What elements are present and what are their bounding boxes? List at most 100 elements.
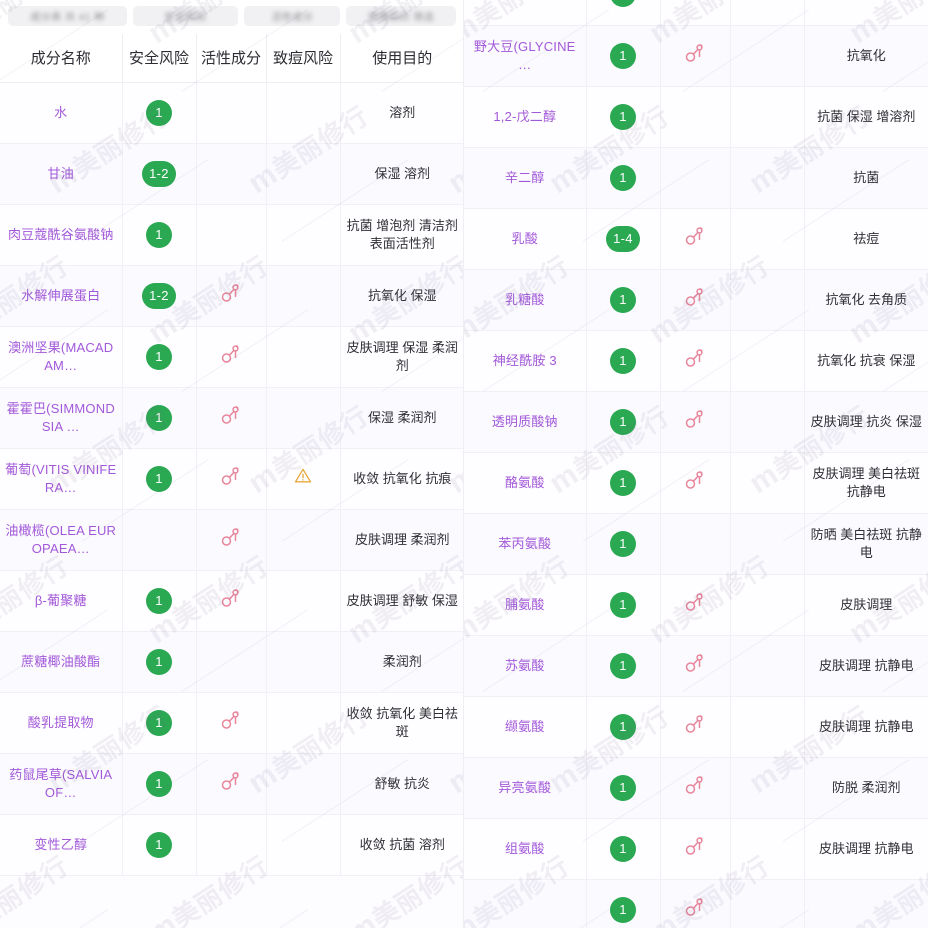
safety-risk-badge: 1 — [146, 465, 172, 492]
table-row[interactable]: 霍霍巴(SIMMONDSIA … 1 保湿 柔润剂 — [0, 387, 463, 449]
cell-active-ingredient — [196, 204, 267, 266]
cell-purpose: 螯合剂 — [804, 0, 928, 26]
filter-chip-label: 成分表 共 41 种 — [30, 12, 105, 24]
cell-ingredient-name[interactable]: 异亮氨酸 — [464, 757, 587, 819]
table-row[interactable]: 神经酰胺 3 1 抗氧化 抗衰 保湿 — [464, 330, 928, 392]
molecule-icon — [219, 708, 243, 732]
safety-risk-badge: 1 — [146, 404, 172, 431]
table-row[interactable]: 肉豆蔻酰谷氨酸钠 1 抗菌 增泡剂 清洁剂 表面活性剂 — [0, 204, 463, 266]
cell-ingredient-name[interactable]: 缬氨酸 — [464, 696, 587, 758]
table-row[interactable]: 1,2-戊二醇 1 抗菌 保湿 增溶剂 — [464, 86, 928, 148]
filter-chip[interactable]: 活性成分 — [244, 6, 341, 26]
watermark-stroke — [381, 909, 463, 928]
cell-ingredient-name[interactable]: 酪氨酸 — [464, 452, 587, 514]
cell-ingredient-name[interactable]: 水解伸展蛋白 — [0, 265, 123, 327]
filter-chip[interactable]: 安全风险 — [132, 6, 239, 26]
cell-active-ingredient — [196, 509, 267, 571]
cell-purpose: 抗菌 — [804, 147, 928, 209]
table-row[interactable]: 油橄榄(OLEA EUROPAEA… 皮肤调理 柔润剂 — [0, 509, 463, 571]
cell-ingredient-name[interactable]: 油橄榄(OLEA EUROPAEA… — [0, 509, 123, 571]
ingredient-name: 霍霍巴(SIMMONDSIA … — [6, 400, 115, 434]
cell-ingredient-name[interactable]: 药鼠尾草(SALVIA OF… — [0, 753, 123, 815]
cell-ingredient-name[interactable]: 水 — [0, 82, 123, 144]
ingredient-name: β-葡聚糖 — [34, 592, 87, 608]
cell-ingredient-name[interactable]: 辛二醇 — [464, 147, 587, 209]
safety-risk-badge: 1 — [610, 286, 636, 313]
safety-risk-badge: 1 — [146, 343, 172, 370]
cell-acne-risk — [730, 391, 805, 453]
cell-ingredient-name[interactable]: 1,2-戊二醇 — [464, 86, 587, 148]
table-row[interactable]: 乳酸 1-4 祛痘 — [464, 208, 928, 270]
safety-risk-badge: 1 — [610, 164, 636, 191]
cell-ingredient-name[interactable]: 脯氨酸 — [464, 574, 587, 636]
ingredient-name: 酸乳提取物 — [27, 714, 94, 730]
filter-chip[interactable]: 成分表 共 41 种 — [8, 6, 127, 26]
cell-acne-risk — [730, 635, 805, 697]
table-row[interactable]: 药鼠尾草(SALVIA OF… 1 舒敏 抗炎 — [0, 753, 463, 815]
table-row[interactable]: 野大豆(GLYCINE … 1 抗氧化 — [464, 25, 928, 87]
cell-ingredient-name[interactable]: 乳糖酸 — [464, 269, 587, 331]
cell-ingredient-name[interactable]: 透明质酸钠 — [464, 391, 587, 453]
table-body-left: 水 1 溶剂 甘油 1-2 保湿 溶剂 肉豆蔻酰谷氨酸钠 1 抗菌 增泡剂 清洁剂 表面活性剂水… — [0, 82, 463, 876]
table-row[interactable]: 组氨酸 1 皮肤调理 抗静电 — [464, 818, 928, 880]
cell-ingredient-name[interactable]: 野大豆(GLYCINE … — [464, 25, 587, 87]
table-row[interactable]: 1 — [464, 879, 928, 928]
table-row[interactable]: 澳洲坚果(MACADAM… 1 皮肤调理 保湿 柔润剂 — [0, 326, 463, 388]
table-row[interactable]: 苏氨酸 1 皮肤调理 抗静电 — [464, 635, 928, 697]
cell-ingredient-name[interactable]: 葡萄(VITIS VINIFERA… — [0, 448, 123, 510]
cell-acne-risk — [730, 696, 805, 758]
cell-ingredient-name[interactable]: 肉豆蔻酰谷氨酸钠 — [0, 204, 123, 266]
table-row[interactable]: 水 1 溶剂 — [0, 82, 463, 144]
purpose-text: 舒敏 抗炎 — [374, 775, 431, 791]
table-row[interactable]: 苯丙氨酸 1 防晒 美白祛斑 抗静电 — [464, 513, 928, 575]
cell-ingredient-name[interactable]: 澳洲坚果(MACADAM… — [0, 326, 123, 388]
table-row[interactable]: 脯氨酸 1 皮肤调理 — [464, 574, 928, 636]
cell-ingredient-name[interactable]: 酸乳提取物 — [0, 692, 123, 754]
cell-purpose: 抗氧化 去角质 — [804, 269, 928, 331]
cell-ingredient-name[interactable]: 乳酸 — [464, 208, 587, 270]
cell-ingredient-name[interactable]: 蔗糖椰油酸酯 — [0, 631, 123, 693]
cell-ingredient-name[interactable]: 甘油 — [0, 143, 123, 205]
molecule-icon — [683, 41, 707, 65]
table-row[interactable]: 异亮氨酸 1 防脱 柔润剂 — [464, 757, 928, 819]
table-row[interactable]: EDTA 二钠 1 螯合剂 — [464, 0, 928, 26]
column-header-purpose[interactable]: 使用目的 — [340, 34, 463, 83]
safety-risk-badge: 1 — [610, 835, 636, 862]
ingredient-name: 油橄榄(OLEA EUROPAEA… — [5, 522, 117, 556]
column-header-name[interactable]: 成分名称 — [0, 34, 123, 83]
column-header-safety[interactable]: 安全风险 — [122, 34, 197, 83]
safety-risk-badge: 1 — [610, 469, 636, 496]
cell-ingredient-name[interactable]: 神经酰胺 3 — [464, 330, 587, 392]
table-row[interactable]: 透明质酸钠 1 皮肤调理 抗炎 保湿 — [464, 391, 928, 453]
cell-active-ingredient — [660, 208, 731, 270]
cell-ingredient-name[interactable]: 苏氨酸 — [464, 635, 587, 697]
table-row[interactable]: 水解伸展蛋白 1-2 抗氧化 保湿 — [0, 265, 463, 327]
table-row[interactable]: 乳糖酸 1 抗氧化 去角质 — [464, 269, 928, 331]
cell-ingredient-name[interactable]: EDTA 二钠 — [464, 0, 587, 26]
cell-active-ingredient — [660, 879, 731, 928]
cell-purpose: 皮肤调理 抗静电 — [804, 696, 928, 758]
ingredient-name: 辛二醇 — [504, 169, 545, 185]
table-row[interactable]: 蔗糖椰油酸酯 1 柔润剂 — [0, 631, 463, 693]
cell-active-ingredient — [196, 631, 267, 693]
cell-purpose: 皮肤调理 美白祛斑 抗静电 — [804, 452, 928, 514]
table-row[interactable]: 缬氨酸 1 皮肤调理 抗静电 — [464, 696, 928, 758]
cell-acne-risk — [730, 86, 805, 148]
filter-chip[interactable]: 使用目的 筛选 — [346, 6, 456, 26]
table-row[interactable]: 甘油 1-2 保湿 溶剂 — [0, 143, 463, 205]
column-header-active[interactable]: 活性成分 — [196, 34, 267, 83]
table-row[interactable]: 葡萄(VITIS VINIFERA… 1 收敛 抗氧化 抗痕 — [0, 448, 463, 510]
cell-acne-risk — [730, 0, 805, 26]
table-row[interactable]: 辛二醇 1 抗菌 — [464, 147, 928, 209]
cell-ingredient-name[interactable]: 组氨酸 — [464, 818, 587, 880]
cell-ingredient-name[interactable]: 变性乙醇 — [0, 814, 123, 876]
cell-ingredient-name[interactable]: 霍霍巴(SIMMONDSIA … — [0, 387, 123, 449]
table-row[interactable]: 酪氨酸 1 皮肤调理 美白祛斑 抗静电 — [464, 452, 928, 514]
table-row[interactable]: 酸乳提取物 1 收敛 抗氧化 美白祛斑 — [0, 692, 463, 754]
column-header-acne[interactable]: 致痘风险 — [266, 34, 341, 83]
cell-ingredient-name[interactable] — [464, 879, 587, 928]
cell-ingredient-name[interactable]: β-葡聚糖 — [0, 570, 123, 632]
table-row[interactable]: β-葡聚糖 1 皮肤调理 舒敏 保湿 — [0, 570, 463, 632]
cell-ingredient-name[interactable]: 苯丙氨酸 — [464, 513, 587, 575]
table-row[interactable]: 变性乙醇 1 收敛 抗菌 溶剂 — [0, 814, 463, 876]
